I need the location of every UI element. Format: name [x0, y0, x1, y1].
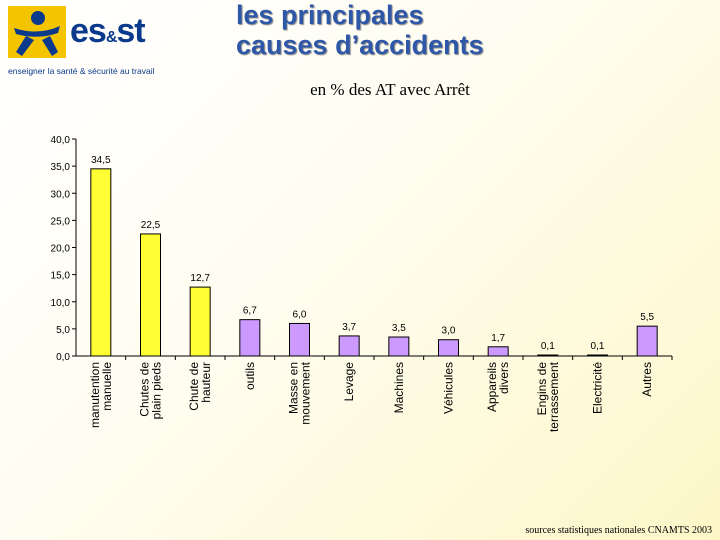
data-label: 6,7 [243, 306, 257, 317]
logo-figure-icon [8, 6, 66, 58]
data-label: 34,5 [91, 155, 111, 166]
data-label: 3,0 [442, 326, 456, 337]
data-label: 3,5 [392, 323, 406, 334]
category-label: Engins deterrassement [535, 361, 561, 432]
category-label: Levage [342, 362, 356, 402]
category-label: Machines [392, 362, 406, 413]
y-tick-label: 0,0 [56, 352, 70, 363]
category-label: outils [243, 362, 257, 390]
category-label: Chute dehauteur [187, 362, 213, 411]
y-tick-label: 20,0 [51, 244, 71, 255]
y-tick-label: 40,0 [51, 135, 71, 146]
y-tick-label: 15,0 [51, 271, 71, 282]
y-tick-label: 5,0 [56, 325, 70, 336]
data-label: 1,7 [491, 333, 505, 344]
y-tick-label: 35,0 [51, 162, 71, 173]
category-label: Masse enmouvement [287, 361, 313, 424]
bar [388, 336, 410, 357]
category-label: Chutes deplain pieds [138, 362, 164, 420]
category-label: Autres [640, 362, 654, 397]
bar [90, 168, 112, 357]
bar [438, 339, 459, 357]
data-label: 22,5 [141, 220, 161, 231]
title-line-2: causes d’accidents [236, 30, 484, 60]
bar [289, 322, 310, 357]
bar [587, 354, 608, 357]
y-tick-label: 25,0 [51, 216, 71, 227]
bar [140, 233, 161, 357]
logo-wordmark: es&st [70, 12, 146, 50]
bar [189, 286, 211, 357]
data-label: 0,1 [591, 341, 605, 352]
bar [537, 354, 559, 357]
page-title: les principales causes d’accidents [236, 0, 484, 60]
category-label: Véhicules [442, 362, 456, 414]
category-label: Appareilsdivers [485, 362, 511, 412]
bar [636, 325, 658, 357]
data-label: 0,1 [541, 341, 555, 352]
bar [338, 335, 360, 357]
category-label: Electricité [591, 362, 605, 414]
chart-subtitle: en % des AT avec Arrêt [310, 80, 470, 99]
data-label: 3,7 [342, 322, 356, 333]
logo-tagline: enseigner la santé & sécurité au travail [8, 66, 155, 76]
y-tick-label: 10,0 [51, 298, 71, 309]
data-label: 6,0 [293, 309, 307, 320]
y-tick-label: 30,0 [51, 189, 71, 200]
category-label: manutentionmanuelle [88, 362, 114, 428]
esst-logo: es&st enseigner la santé & sécurité au t… [4, 2, 176, 78]
bar [239, 319, 261, 357]
data-label: 5,5 [640, 312, 654, 323]
source-note: sources statistiques nationales CNAMTS 2… [525, 525, 712, 536]
bar [487, 346, 509, 357]
data-label: 12,7 [190, 273, 210, 284]
title-line-1: les principales [236, 0, 424, 30]
